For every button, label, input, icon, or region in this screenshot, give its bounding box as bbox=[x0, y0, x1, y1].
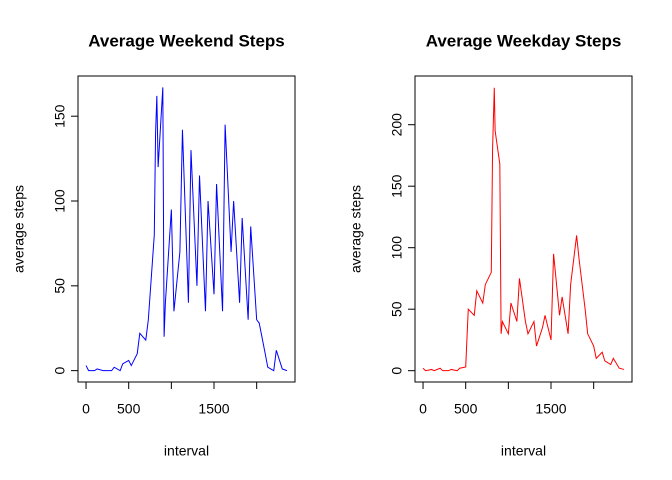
y-axis-label: average steps bbox=[348, 185, 364, 273]
x-axis-label: interval bbox=[501, 443, 546, 459]
x-axis-label: interval bbox=[164, 443, 209, 459]
x-tick-label: 0 bbox=[419, 401, 427, 417]
plot-box bbox=[414, 75, 633, 383]
y-tick-label: 150 bbox=[52, 104, 68, 128]
y-tick-label: 100 bbox=[389, 236, 405, 260]
y-tick-label: 0 bbox=[389, 367, 405, 375]
y-tick-label: 150 bbox=[389, 174, 405, 198]
chart-title: Average Weekday Steps bbox=[426, 31, 622, 50]
x-tick-label: 1500 bbox=[198, 401, 229, 417]
y-tick-label: 50 bbox=[389, 301, 405, 317]
x-tick-label: 1500 bbox=[535, 401, 566, 417]
x-tick-label: 500 bbox=[117, 401, 141, 417]
y-tick-label: 200 bbox=[389, 113, 405, 137]
data-line bbox=[422, 87, 625, 372]
data-line bbox=[85, 87, 288, 372]
plot-box bbox=[77, 75, 296, 383]
x-tick-label: 0 bbox=[82, 401, 90, 417]
y-tick-label: 50 bbox=[52, 278, 68, 294]
y-axis-label: average steps bbox=[11, 185, 27, 273]
chart-title: Average Weekend Steps bbox=[88, 31, 285, 50]
y-tick-label: 0 bbox=[52, 367, 68, 375]
x-tick-label: 500 bbox=[454, 401, 478, 417]
y-tick-label: 100 bbox=[52, 189, 68, 213]
